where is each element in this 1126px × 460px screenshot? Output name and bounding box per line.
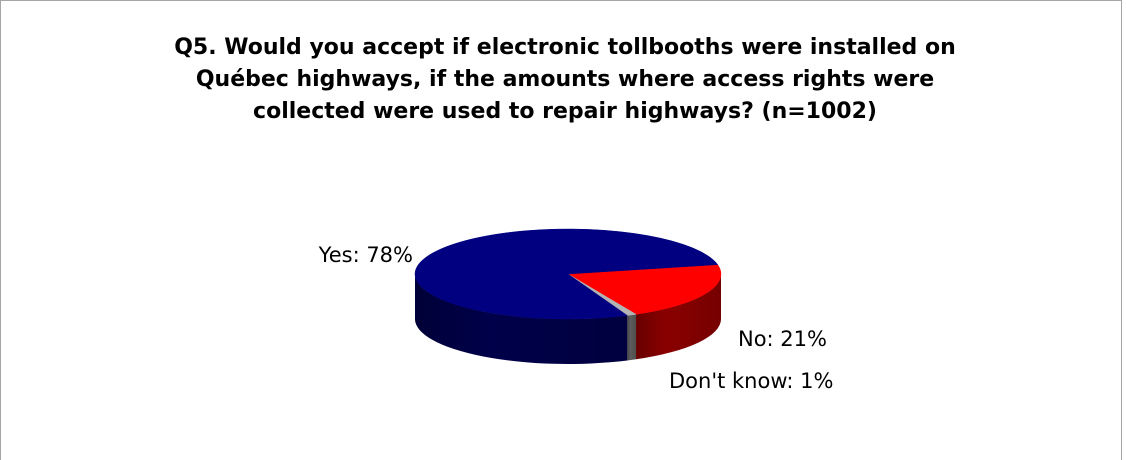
pie-labels: Yes: 78% No: 21% Don't know: 1%: [318, 243, 834, 393]
label-dont-know: Don't know: 1%: [669, 369, 833, 393]
pie-side-shade-no: [636, 274, 721, 360]
chart-title-line-1: Q5. Would you accept if electronic tollb…: [174, 35, 956, 60]
pie-slice-no: [567, 264, 722, 315]
chart-title: Q5. Would you accept if electronic tollb…: [60, 32, 1070, 128]
pie-tops: [414, 228, 722, 320]
pie-side-shade-dont-know: [627, 314, 637, 361]
chart-title-line-3: collected were used to repair highways? …: [253, 99, 877, 124]
pie-sides: [415, 274, 721, 364]
chart-title-line-2: Québec highways, if the amounts where ac…: [195, 67, 935, 92]
label-no: No: 21%: [738, 327, 827, 351]
label-yes: Yes: 78%: [318, 243, 413, 267]
pie-side-shade-yes: [415, 274, 628, 364]
pie-slice-yes: [414, 228, 719, 320]
